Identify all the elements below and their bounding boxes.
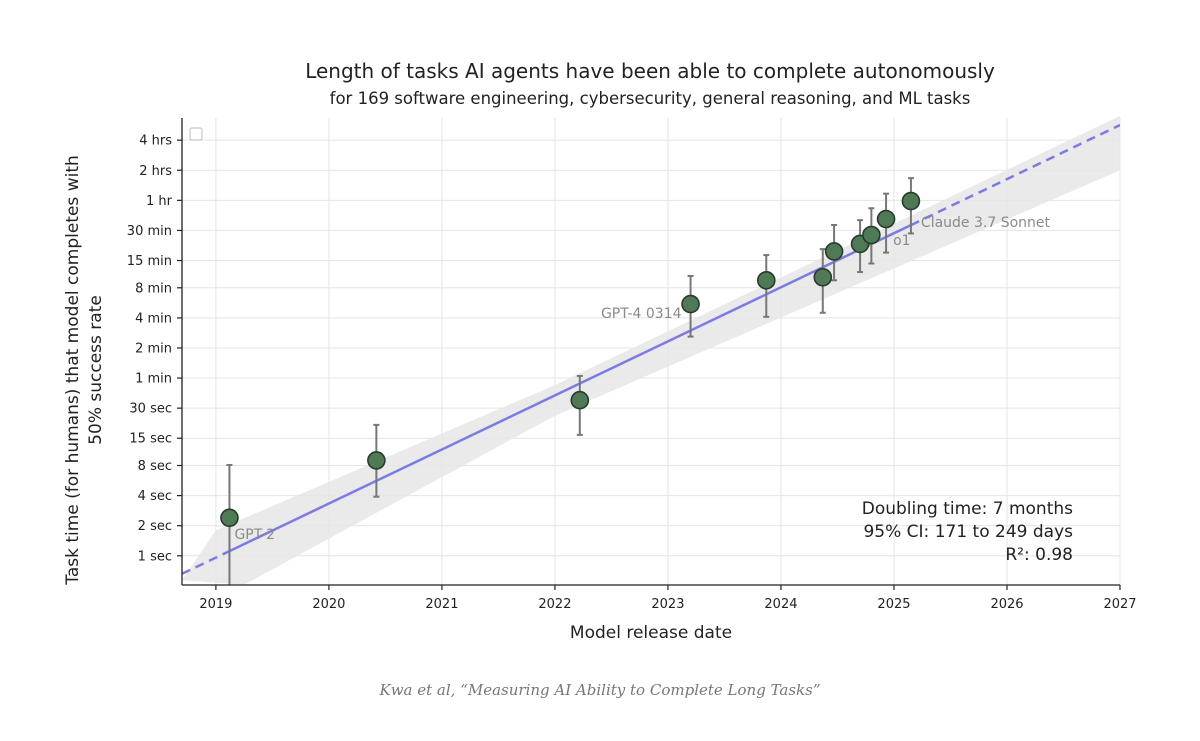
y-tick-label: 30 sec — [129, 402, 172, 417]
x-tick-label: 2025 — [877, 597, 910, 612]
data-point — [367, 451, 386, 470]
y-tick-label: 8 sec — [138, 459, 172, 474]
y-tick-label: 4 hrs — [139, 134, 172, 149]
point-labels: GPT-2 GPT-4 0314 o1 Claude 3.7 Sonnet — [234, 215, 1050, 543]
y-tick-label: 1 sec — [138, 549, 172, 564]
data-point — [876, 209, 896, 229]
trend-layer — [182, 123, 1120, 575]
chart-subtitle: for 169 software engineering, cybersecur… — [330, 89, 971, 108]
data-point — [681, 294, 700, 314]
x-tick-label: 2021 — [425, 597, 458, 612]
data-point — [570, 390, 590, 410]
data-point — [824, 242, 844, 261]
point-label: Claude 3.7 Sonnet — [921, 215, 1051, 231]
point-label: GPT-4 0314 — [601, 306, 682, 322]
x-axis-label: Model release date — [570, 623, 732, 643]
y-tick-label: 4 min — [135, 311, 172, 326]
y-tick-label: 8 min — [135, 281, 172, 296]
annotation-ci: 95% CI: 171 to 249 days — [863, 522, 1073, 542]
chart: Length of tasks AI agents have been able… — [63, 59, 1137, 643]
y-tick-label: 1 hr — [146, 194, 173, 209]
y-tick-label: 15 min — [127, 254, 172, 269]
trend-line-fitted — [228, 223, 912, 553]
data-point — [220, 508, 239, 528]
x-tick-label: 2024 — [764, 597, 797, 612]
y-tick-label: 30 min — [127, 224, 172, 239]
figure-caption: Kwa et al, “Measuring AI Ability to Comp… — [379, 681, 821, 699]
annotation-doubling-time: Doubling time: 7 months — [862, 499, 1073, 519]
data-point — [901, 191, 921, 211]
y-tick-label: 1 min — [135, 372, 172, 387]
data-point — [813, 267, 833, 287]
y-axis-label-line2: 50% success rate — [86, 295, 106, 445]
x-tick-label: 2027 — [1103, 597, 1136, 612]
x-tick-label: 2026 — [990, 597, 1023, 612]
y-tick-label: 2 sec — [138, 519, 172, 534]
point-label: GPT-2 — [234, 527, 275, 543]
axes — [181, 118, 1120, 586]
x-tick-label: 2023 — [651, 597, 684, 612]
trend-line-extrapolated-right — [910, 123, 1120, 227]
trend-line-extrapolated-left — [182, 549, 231, 575]
x-ticks: 2019 2020 2021 2022 2023 2024 2025 2026 2027 — [199, 585, 1137, 612]
y-tick-label: 2 min — [135, 341, 172, 356]
y-tick-label: 4 sec — [138, 489, 172, 504]
point-label: o1 — [893, 233, 910, 249]
markers — [220, 191, 921, 528]
y-ticks: 1 sec 2 sec 4 sec 8 sec 15 sec 30 sec 1 min 2 m… — [127, 134, 182, 564]
x-tick-label: 2019 — [199, 597, 232, 612]
chart-title: Length of tasks AI agents have been able… — [305, 59, 995, 83]
y-tick-label: 15 sec — [129, 432, 172, 447]
x-tick-label: 2020 — [312, 597, 345, 612]
data-point — [862, 225, 881, 245]
y-axis-label-line1: Task time (for humans) that model comple… — [63, 155, 83, 586]
annotation-r2: R²: 0.98 — [1005, 545, 1073, 565]
y-tick-label: 2 hrs — [139, 164, 172, 179]
x-tick-label: 2022 — [538, 597, 571, 612]
data-point — [756, 271, 776, 290]
legend-box — [189, 127, 203, 141]
